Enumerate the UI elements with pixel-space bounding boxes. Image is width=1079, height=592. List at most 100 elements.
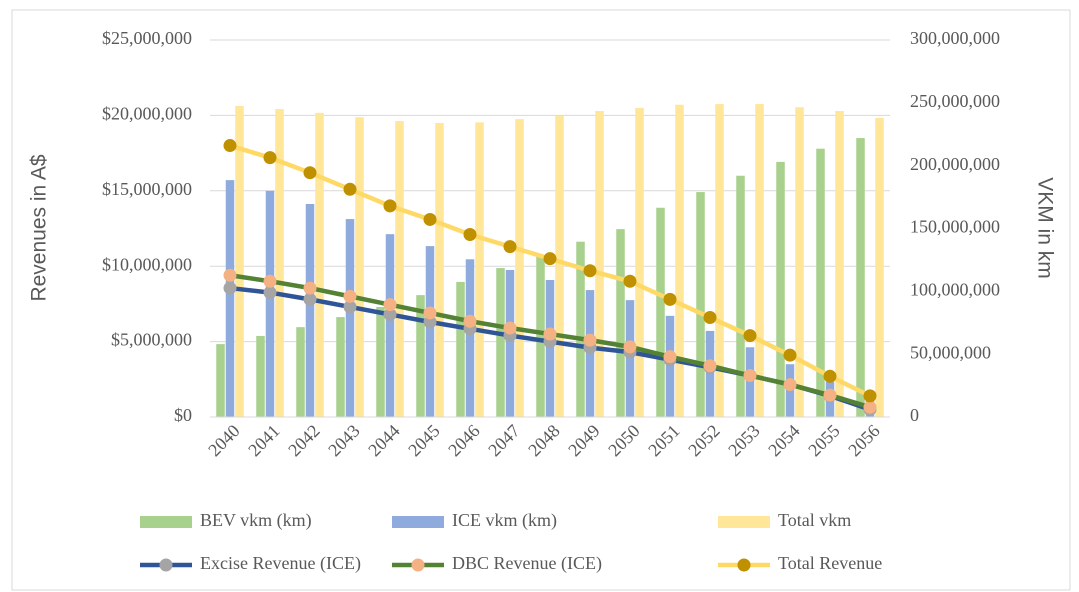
marker (463, 228, 477, 242)
legend-label: DBC Revenue (ICE) (452, 553, 602, 574)
marker (343, 289, 357, 303)
bar (675, 104, 684, 418)
marker (383, 307, 397, 321)
legend-marker (737, 558, 751, 572)
marker (623, 274, 637, 288)
bar (435, 122, 444, 417)
bar (355, 117, 364, 417)
marker (583, 264, 597, 278)
bar (705, 330, 715, 417)
bar (296, 327, 305, 417)
bar (505, 269, 515, 417)
legend-swatch (718, 516, 770, 528)
marker (223, 139, 237, 153)
legend-label: Excise Revenue (ICE) (200, 553, 361, 574)
marker (303, 166, 317, 180)
bar (715, 104, 724, 417)
marker (863, 400, 877, 414)
marker (383, 298, 397, 312)
bar (536, 256, 545, 417)
marker (503, 321, 517, 335)
bar (256, 335, 265, 417)
marker (583, 333, 597, 347)
bar (235, 105, 244, 417)
bar (736, 175, 745, 417)
y2-tick-label: 250,000,000 (910, 91, 1000, 111)
legend-swatch (140, 516, 192, 528)
marker (863, 389, 877, 403)
marker (343, 182, 357, 196)
bar (376, 307, 385, 417)
bar (665, 315, 675, 417)
bar (745, 347, 755, 417)
marker (783, 348, 797, 362)
bar (555, 116, 564, 418)
marker (663, 292, 677, 306)
bar (465, 259, 475, 417)
marker (343, 300, 357, 314)
bar (856, 138, 865, 417)
y-tick-label: $0 (174, 405, 192, 425)
bar (345, 219, 355, 417)
bar (416, 295, 425, 417)
y-tick-label: $15,000,000 (102, 179, 192, 199)
bar (795, 107, 804, 418)
y-axis-title: Revenues in A$ (28, 154, 51, 301)
legend-label: ICE vkm (km) (452, 510, 557, 531)
bar (515, 119, 524, 418)
bar (336, 317, 345, 417)
marker (263, 151, 277, 165)
marker (823, 388, 837, 402)
y-tick-label: $25,000,000 (102, 28, 192, 48)
legend-marker (411, 558, 425, 572)
y-tick-label: $5,000,000 (111, 330, 192, 350)
marker (623, 340, 637, 354)
legend-label: BEV vkm (km) (200, 510, 312, 531)
marker (463, 314, 477, 328)
bar (225, 180, 235, 417)
marker (663, 350, 677, 364)
y2-tick-label: 300,000,000 (910, 28, 1000, 48)
marker (383, 199, 397, 213)
bar (395, 121, 404, 418)
y2-axis-title: VKM in km (1033, 177, 1056, 279)
bar (216, 344, 225, 417)
marker (223, 268, 237, 282)
legend-swatch (392, 516, 444, 528)
bar (385, 234, 395, 417)
bar (616, 229, 625, 417)
bar (576, 241, 585, 417)
bar (755, 104, 764, 417)
bar (595, 111, 604, 418)
marker (303, 281, 317, 295)
marker (543, 327, 557, 341)
bar (265, 190, 275, 417)
y2-tick-label: 200,000,000 (910, 154, 1000, 174)
marker (743, 329, 757, 343)
marker (703, 310, 717, 324)
bar (475, 122, 484, 417)
bar (696, 192, 705, 417)
y2-tick-label: 0 (910, 405, 919, 425)
bar (776, 161, 785, 417)
bar (835, 111, 844, 418)
marker (263, 274, 277, 288)
bar (545, 280, 555, 417)
bar (456, 281, 465, 417)
marker (223, 281, 237, 295)
bar (425, 246, 435, 417)
marker (263, 286, 277, 300)
legend-marker (159, 558, 173, 572)
legend-label: Total vkm (778, 510, 851, 530)
y2-tick-label: 150,000,000 (910, 217, 1000, 237)
marker (783, 378, 797, 392)
marker (423, 315, 437, 329)
bar (496, 268, 505, 417)
marker (303, 292, 317, 306)
bar (305, 203, 315, 417)
marker (503, 240, 517, 254)
legend-label: Total Revenue (778, 553, 882, 573)
marker (703, 359, 717, 373)
y-tick-label: $20,000,000 (102, 104, 192, 124)
